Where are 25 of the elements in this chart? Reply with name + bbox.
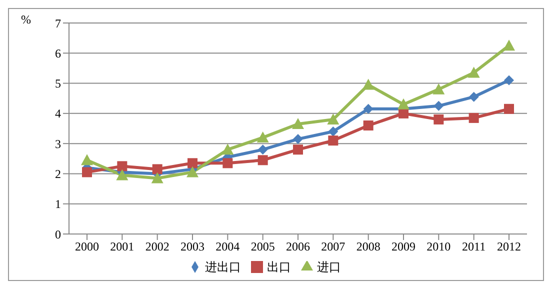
- legend-label: 出口: [267, 260, 291, 274]
- y-tick-label: 4: [55, 106, 61, 121]
- x-tick-label: 2009: [392, 240, 416, 254]
- x-tick-label: 2001: [110, 240, 134, 254]
- y-tick-label: 2: [55, 166, 61, 181]
- x-tick-label: 2007: [321, 240, 346, 254]
- x-tick-label: 2005: [250, 240, 275, 254]
- y-tick-label: 5: [55, 76, 61, 91]
- y-tick-label: 1: [55, 197, 61, 212]
- x-tick-label: 2003: [180, 240, 204, 254]
- x-tick-label: 2012: [497, 240, 521, 254]
- x-tick-label: 2011: [462, 240, 486, 254]
- x-tick-label: 2006: [286, 240, 310, 254]
- y-tick-label: 6: [55, 46, 61, 60]
- x-tick-label: 2010: [426, 240, 451, 254]
- y-tick-label: 3: [55, 136, 61, 151]
- y-axis-title: %: [21, 12, 31, 27]
- x-tick-label: 2002: [145, 240, 170, 254]
- legend-label: 进口: [317, 260, 341, 274]
- x-tick-label: 2008: [356, 240, 380, 254]
- x-tick-label: 2004: [216, 240, 240, 254]
- y-tick-label: 0: [55, 227, 61, 242]
- legend-label: 进出口: [205, 260, 241, 274]
- y-tick-label: 7: [55, 16, 61, 30]
- x-tick-label: 2000: [75, 240, 99, 254]
